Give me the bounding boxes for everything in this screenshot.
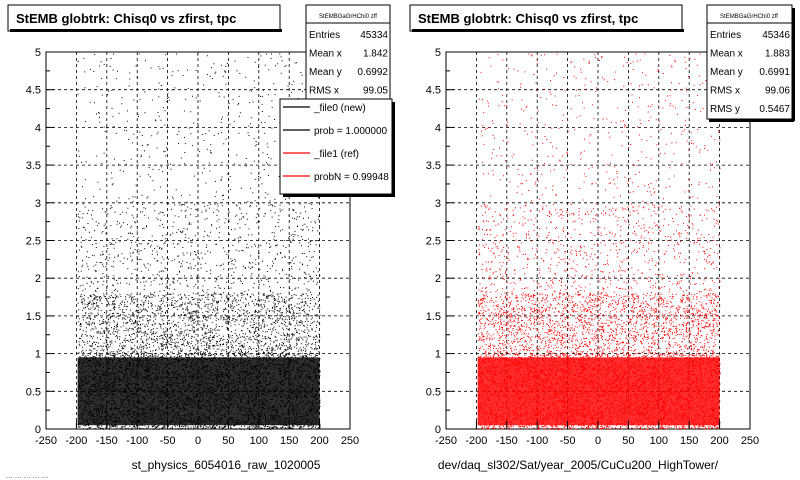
x-tick-label: 250: [741, 435, 759, 447]
y-tick-label: 0: [35, 424, 41, 436]
legend-label: prob = 1.000000: [314, 126, 388, 137]
left-panel: 0 0.5 1 1.5 2 2.5 3 3.5 4 4.5 5 -250 -200 -150 -100 -5…: [7, 4, 395, 472]
y-tick-label: 2.5: [426, 236, 441, 248]
x-tick-label: 150: [680, 435, 698, 447]
y-tick-label: 2.5: [26, 236, 41, 248]
y-tick-label: 3.5: [26, 160, 41, 172]
stats-value: 0.5467: [759, 104, 790, 115]
stats-value: 0.6992: [357, 67, 388, 78]
left-scatter-points: [77, 53, 321, 430]
legend-label: _file1 (ref): [313, 149, 359, 160]
left-stats-box: [305, 4, 391, 102]
x-tick-label: 150: [280, 435, 298, 447]
right-stats-rows: Entries 45346 Mean x 1.883 Mean y 0.6991 RMS x…: [710, 30, 790, 115]
x-tick-label: 100: [250, 435, 268, 447]
y-tick-label: 1.5: [426, 311, 441, 323]
right-x-axis-label: dev/daq_sl302/Sat/year_2005/CuCu200_High…: [438, 458, 719, 472]
x-tick-label: 200: [310, 435, 328, 447]
x-tick-label: -150: [496, 435, 518, 447]
y-tick-label: 0: [435, 424, 441, 436]
x-tick-label: -250: [435, 435, 457, 447]
x-tick-label: 50: [222, 435, 234, 447]
stats-label: Mean y: [710, 67, 743, 78]
left-stats-name: StEMBGaGrHChi0 zff: [319, 14, 377, 20]
x-tick-label: -250: [35, 435, 57, 447]
legend-box: [279, 98, 393, 195]
y-tick-label: 5: [435, 47, 441, 59]
left-x-tick-labels: -250 -200 -150 -100 -50 0 50 100 150 200 250: [35, 421, 359, 447]
footer-left-fragment: ... ... ... ... ...: [6, 471, 48, 480]
right-scatter-points: [477, 53, 721, 430]
x-tick-label: 0: [195, 435, 201, 447]
right-panel: 0 0.5 1 1.5 2 2.5 3 3.5 4 4.5 5 -250 -200 -150 -100 -5…: [409, 4, 795, 472]
left-y-tick-labels: 0 0.5 1 1.5 2 2.5 3 3.5 4 4.5 5: [26, 47, 54, 436]
stats-label: Mean x: [309, 49, 342, 60]
y-tick-label: 4: [435, 122, 441, 134]
stats-label: RMS x: [309, 86, 339, 97]
stats-value: 0.6991: [759, 67, 790, 78]
stats-label: Mean x: [710, 49, 743, 60]
scatter-point-cloud: [477, 53, 721, 430]
x-tick-label: 0: [595, 435, 601, 447]
right-x-tick-labels: -250 -200 -150 -100 -50 0 50 100 150 200 250: [435, 421, 759, 447]
stats-label: RMS y: [710, 104, 740, 115]
left-stats-rows: Entries 45334 Mean x 1.842 Mean y 0.6992 RMS x…: [309, 30, 388, 97]
y-tick-label: 4.5: [426, 85, 441, 97]
stats-value: 99.05: [363, 86, 388, 97]
x-tick-label: 250: [341, 435, 359, 447]
y-tick-label: 1: [35, 349, 41, 361]
scatter-dense-core: [477, 357, 720, 426]
right-stats-name: StEMBGaGrHChi0 zff: [720, 14, 778, 20]
stats-value: 1.883: [765, 49, 790, 60]
x-tick-label: 50: [622, 435, 634, 447]
stats-value: 45334: [360, 30, 388, 41]
scatter-dense-core: [77, 357, 320, 426]
legend-label: probN = 0.99948: [314, 172, 389, 183]
y-tick-label: 3: [35, 198, 41, 210]
right-y-tick-labels: 0 0.5 1 1.5 2 2.5 3 3.5 4 4.5 5: [426, 47, 454, 436]
stats-value: 45346: [762, 30, 790, 41]
right-chart-title: StEMB globtrk: Chisq0 vs zfirst, tpc: [418, 11, 638, 26]
y-tick-label: 4.5: [26, 85, 41, 97]
x-tick-label: 100: [650, 435, 668, 447]
stats-value: 1.842: [363, 49, 388, 60]
y-tick-label: 1: [435, 349, 441, 361]
stats-label: Entries: [309, 30, 340, 41]
left-x-axis-label: st_physics_6054016_raw_1020005: [132, 458, 321, 472]
right-title-box: [409, 4, 683, 32]
y-tick-label: 0.5: [26, 386, 41, 398]
x-tick-label: 200: [710, 435, 728, 447]
y-tick-label: 0.5: [426, 386, 441, 398]
y-tick-label: 5: [35, 47, 41, 59]
y-tick-label: 2: [35, 273, 41, 285]
y-tick-label: 2: [435, 273, 441, 285]
x-tick-label: -200: [465, 435, 487, 447]
x-tick-label: -50: [560, 435, 576, 447]
stats-label: RMS x: [710, 86, 740, 97]
y-tick-label: 3: [435, 198, 441, 210]
legend-entries: _file0 (new) prob = 1.000000 _file1 (ref) p…: [283, 103, 389, 183]
legend-label: _file0 (new): [313, 103, 366, 114]
right-stats-box: [706, 4, 793, 120]
y-tick-label: 3.5: [426, 160, 441, 172]
y-tick-label: 4: [35, 122, 41, 134]
stats-label: Entries: [710, 30, 741, 41]
x-tick-label: -100: [526, 435, 548, 447]
y-tick-label: 1.5: [26, 311, 41, 323]
x-tick-label: -200: [65, 435, 87, 447]
stats-value: 99.06: [765, 86, 790, 97]
left-chart-title: StEMB globtrk: Chisq0 vs zfirst, tpc: [16, 11, 236, 26]
x-tick-label: -50: [160, 435, 176, 447]
x-tick-label: -150: [96, 435, 118, 447]
x-tick-label: -100: [126, 435, 148, 447]
stats-label: Mean y: [309, 67, 342, 78]
